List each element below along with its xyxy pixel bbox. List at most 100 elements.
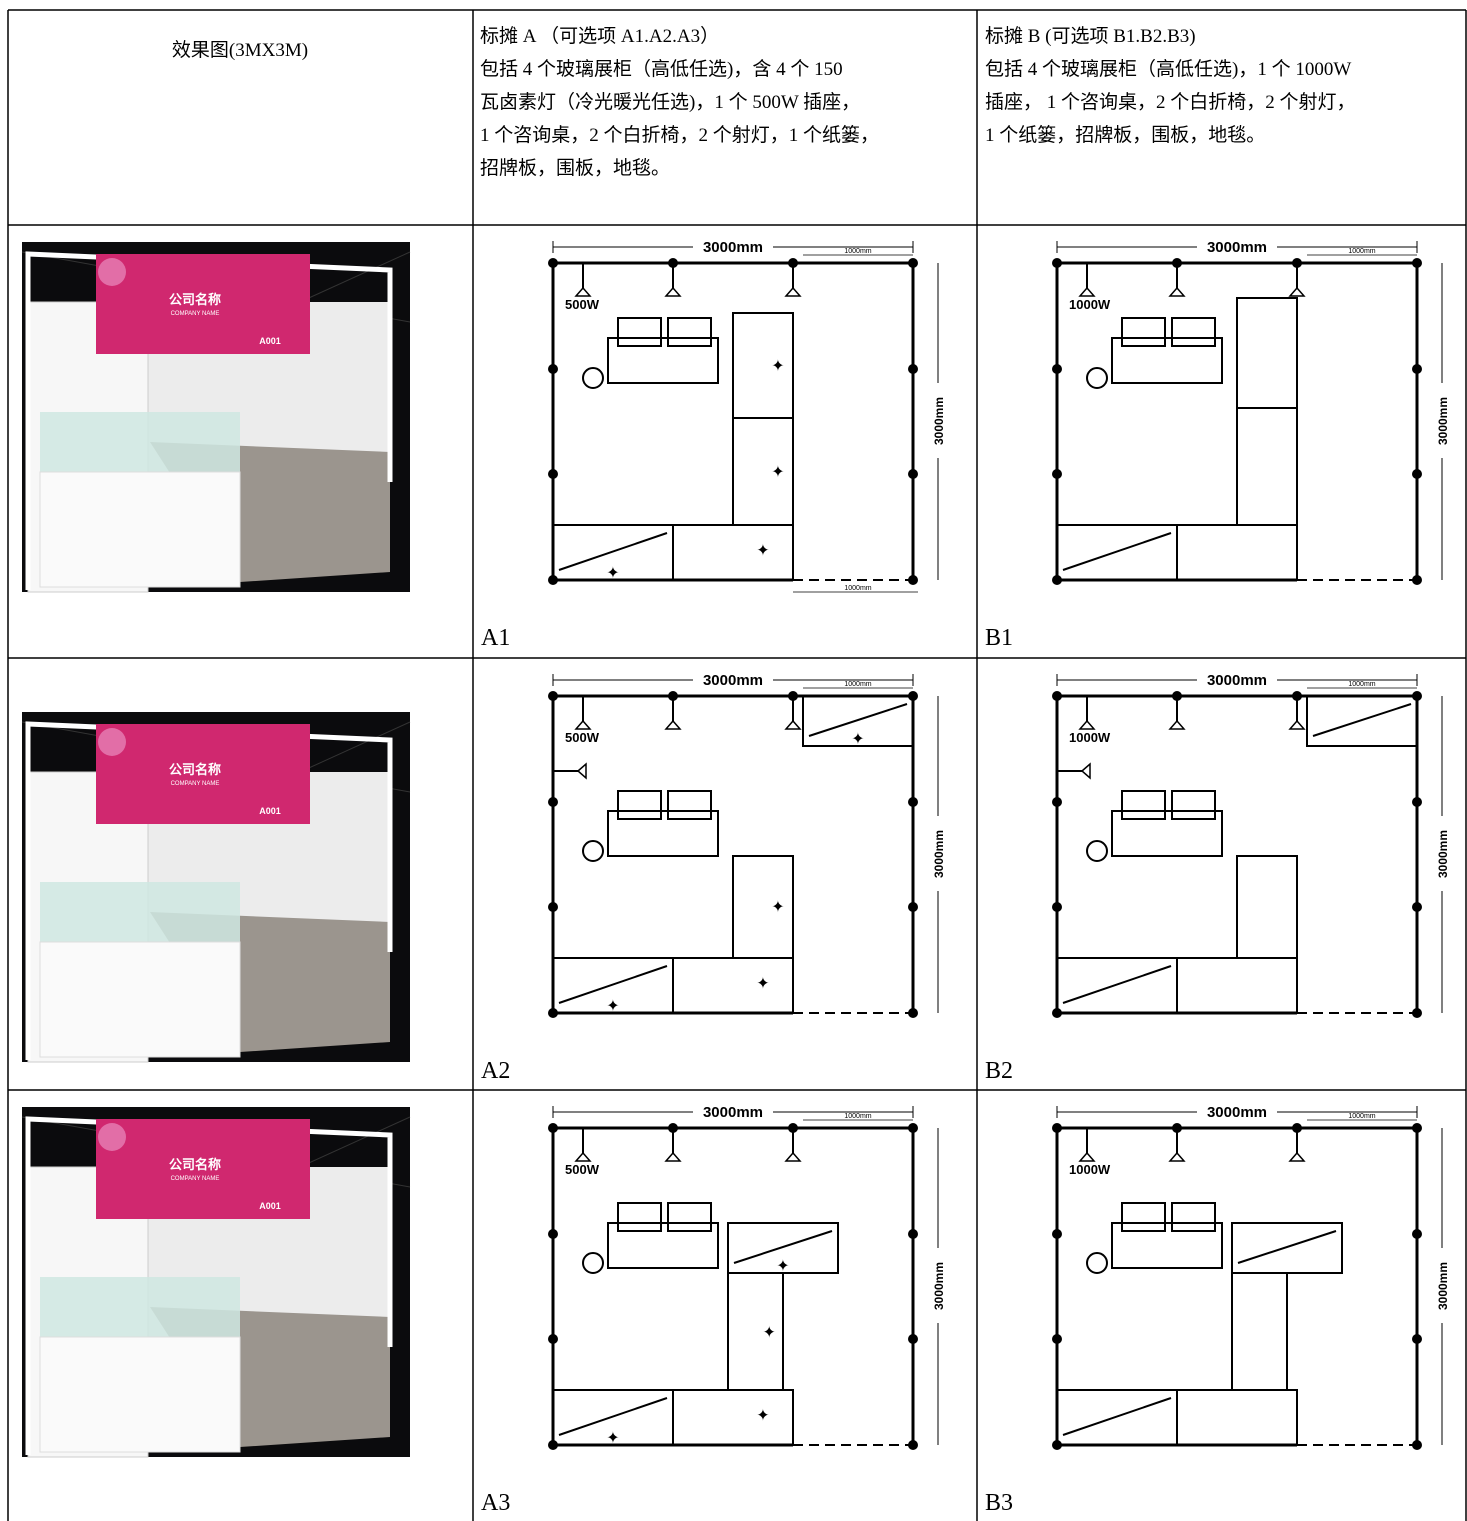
lamp [664,1151,682,1162]
power: 1000W [1069,730,1111,745]
header-line: 招牌板，围板，地毯。 [480,157,670,179]
post [548,258,558,268]
sign-name: 公司名称 [169,292,221,307]
header-line: 1 个咨询桌，2 个白折椅，2 个射灯，1 个纸篓， [480,124,879,146]
dim-depth: 3000mm [1436,1262,1450,1310]
spot: ✦ [771,899,784,916]
dim-label-bg [693,237,773,257]
showcase [672,1389,794,1446]
plan-b: 3000mm 1000mm 3000mm 1000W B3 [985,1102,1452,1516]
caption: B1 [985,625,1013,651]
dim-width: 3000mm [703,1104,763,1121]
sign-dots [98,258,126,286]
dim-width: 3000mm [1207,1104,1267,1121]
desk [607,1222,719,1269]
post [548,469,558,479]
glass-case [40,1277,240,1337]
header-render: 效果图(3MX3M) [172,39,308,61]
dim-depth: 3000mm [932,397,946,445]
showcase [672,957,794,1014]
glass [558,1397,668,1436]
header-line: 包括 4 个玻璃展柜（高低任选)，含 4 个 150 [480,58,843,80]
caption: B3 [985,1490,1013,1516]
post [1052,902,1062,912]
dim-label-bg [1432,383,1452,458]
post [1052,1334,1062,1344]
spot: ✦ [606,1430,619,1447]
plan-a: 3000mm 1000mm 3000mm 500W ✦ ✦ ✦ ✦ A2 [481,670,948,1084]
showcase [1231,1272,1288,1391]
lamp [574,719,592,730]
showcase [672,524,794,581]
glass [1237,1230,1337,1264]
post [908,1440,918,1450]
spot: ✦ [756,975,769,992]
table-grid [7,9,1467,1521]
glass [1312,703,1412,737]
spot: ✦ [771,464,784,481]
sign-en: COMPANY NAME [171,781,220,787]
case-base [39,471,241,588]
post [908,1008,918,1018]
desk [1111,810,1223,857]
dim-label-bg [928,1248,948,1323]
dim-width: 3000mm [1207,672,1267,689]
post [908,1229,918,1239]
glass [558,532,668,571]
caption: A2 [481,1058,510,1084]
bin [582,840,604,862]
plan-a: 3000mm 1000mm 3000mm 500W ✦ ✦ ✦ ✦ A3 [481,1102,948,1516]
lamp [1080,762,1091,780]
chair [617,1202,662,1232]
dim-sub: 1000mm [844,681,871,688]
spot: ✦ [763,1324,776,1341]
sign-name: 公司名称 [169,762,221,777]
lamp [784,1151,802,1162]
power: 500W [565,1162,600,1177]
post [1412,575,1422,585]
lamp [1168,719,1186,730]
dim-bottom: 1000mm [844,585,871,592]
post [1052,364,1062,374]
lamp [784,719,802,730]
post [1412,1334,1422,1344]
dim-depth: 3000mm [932,1262,946,1310]
lamp [1078,719,1096,730]
dim-sub: 1000mm [1348,681,1375,688]
post [908,797,918,807]
post [908,575,918,585]
wall [1055,1126,1419,1447]
post [548,364,558,374]
spot: ✦ [756,542,769,559]
chair [617,790,662,820]
dim-width: 3000mm [1207,239,1267,256]
header-line: 包括 4 个玻璃展柜（高低任选)，1 个 1000W [985,58,1351,80]
showcase [1236,407,1298,526]
lamp [664,719,682,730]
sign [96,724,310,824]
sign-name: 公司名称 [169,1157,221,1172]
power: 500W [565,297,600,312]
glass [558,965,668,1004]
header-line: 插座， 1 个咨询桌，2 个白折椅，2 个射灯， [985,91,1356,113]
post [1052,469,1062,479]
render-cell: 公司名称 COMPANY NAME A001 [21,712,411,1063]
case-base [39,941,241,1058]
chair [1171,790,1216,820]
dim-sub: 1000mm [1348,248,1375,255]
lamp [1078,286,1096,297]
dim-label-bg [928,816,948,891]
post [908,469,918,479]
post [1052,797,1062,807]
sign-dots [98,728,126,756]
chair [1171,1202,1216,1232]
desk [607,810,719,857]
chair [1121,1202,1166,1232]
spot: ✦ [756,1407,769,1424]
spot: ✦ [851,731,864,748]
lamp [1288,719,1306,730]
header-a-title: 标摊 A （可选项 A1.A2.A3） [480,25,719,47]
lamp [574,286,592,297]
post [1412,1008,1422,1018]
